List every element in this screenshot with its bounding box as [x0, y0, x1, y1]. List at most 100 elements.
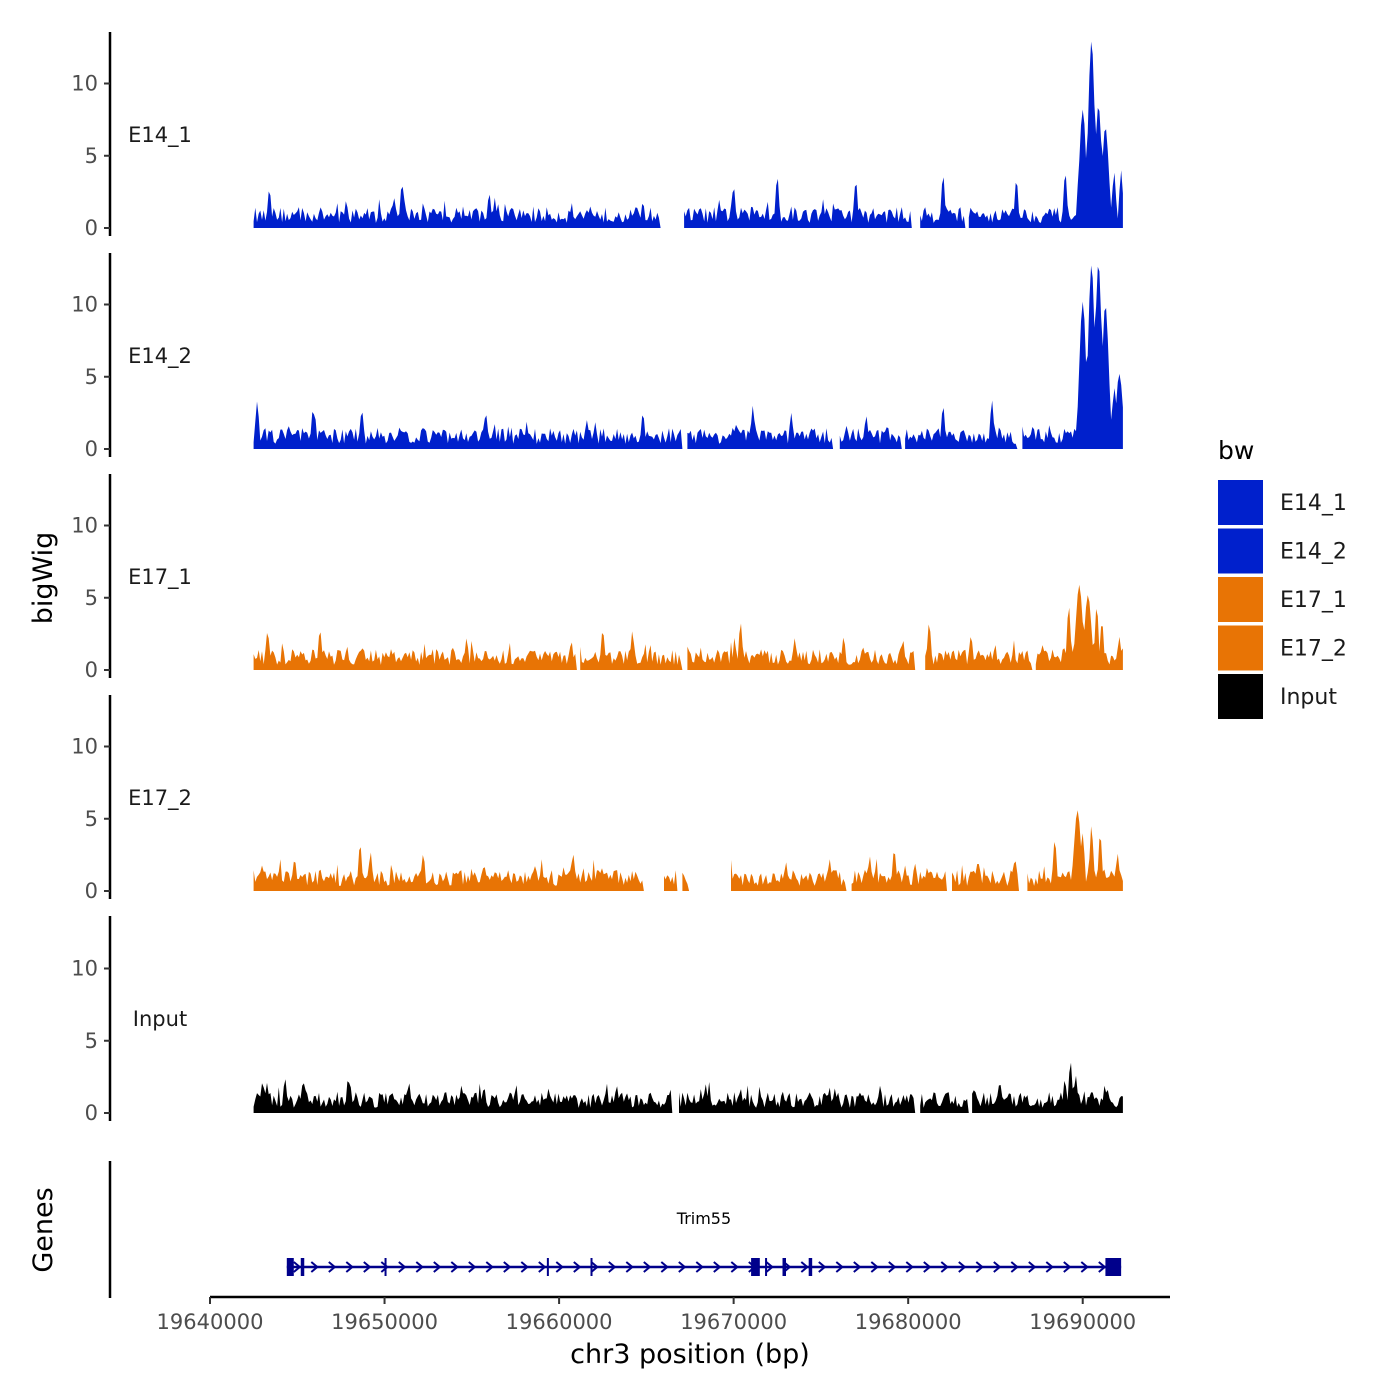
legend-entry-E14_1: E14_1	[1218, 480, 1347, 525]
x-tick-label: 19670000	[680, 1310, 787, 1334]
track-label: E17_2	[128, 786, 192, 811]
strand-arrow	[643, 1261, 652, 1273]
strand-arrow	[1010, 1261, 1019, 1273]
legend-label: Input	[1280, 685, 1337, 710]
exon	[751, 1258, 760, 1276]
y-tick-label: 0	[85, 658, 98, 682]
strand-arrow	[363, 1261, 372, 1273]
strand-arrow	[485, 1261, 494, 1273]
track-label: E14_2	[128, 344, 192, 369]
y-tick-label: 5	[85, 1029, 98, 1053]
coverage-area-E14_2	[253, 265, 1123, 449]
y-tick-label: 5	[85, 586, 98, 610]
y-tick-label: 10	[71, 735, 98, 759]
track-label: E17_1	[128, 565, 192, 590]
y-tick-label: 5	[85, 144, 98, 168]
coverage-area-E17_2	[253, 810, 1123, 891]
strand-arrow	[695, 1261, 704, 1273]
legend: bw E14_1 E14_2 E17_1 E17_2 Input	[1218, 436, 1347, 719]
strand-arrow	[608, 1261, 617, 1273]
legend-label: E17_2	[1280, 637, 1347, 662]
strand-arrow	[520, 1261, 529, 1273]
y-tick-label: 0	[85, 437, 98, 461]
track-Input: 0 5 10 Input	[71, 916, 1123, 1125]
x-tick-label: 19660000	[506, 1310, 613, 1334]
track-label: E14_1	[128, 123, 192, 148]
y-tick-label: 0	[85, 216, 98, 240]
strand-arrow	[415, 1261, 424, 1273]
y-tick-label: 0	[85, 1101, 98, 1125]
strand-arrow	[835, 1261, 844, 1273]
exon	[782, 1258, 786, 1276]
strand-arrow	[730, 1261, 739, 1273]
strand-arrow	[993, 1261, 1002, 1273]
strand-arrow	[940, 1261, 949, 1273]
strand-arrow	[328, 1261, 337, 1273]
strand-arrow	[380, 1261, 389, 1273]
strand-arrow	[870, 1261, 879, 1273]
x-tick-label: 19690000	[1029, 1310, 1136, 1334]
strand-arrow	[345, 1261, 354, 1273]
legend-entry-E14_2: E14_2	[1218, 528, 1347, 574]
strand-arrow	[800, 1261, 809, 1273]
y-tick-label: 10	[71, 72, 98, 96]
strand-arrow	[310, 1261, 319, 1273]
legend-label: E14_2	[1280, 540, 1347, 565]
strand-arrow	[398, 1261, 407, 1273]
strand-arrow	[573, 1261, 582, 1273]
legend-label: E17_1	[1280, 588, 1347, 613]
legend-swatch	[1218, 577, 1263, 622]
legend-entry-Input: Input	[1218, 674, 1337, 719]
exon	[546, 1258, 549, 1276]
legend-entry-E17_2: E17_2	[1218, 625, 1347, 671]
strand-arrow	[1080, 1261, 1089, 1273]
exon	[300, 1258, 305, 1276]
y-tick-label: 10	[71, 514, 98, 538]
x-tick-label: 19650000	[331, 1310, 438, 1334]
strand-arrow	[450, 1261, 459, 1273]
strand-arrow	[853, 1261, 862, 1273]
x-tick-label: 19640000	[157, 1310, 264, 1334]
strand-arrow	[538, 1261, 547, 1273]
coverage-tracks: 0 5 10 E14_1 0 5 10 E14_2 0 5 10 E17_1 0 5 10 E17_2 0 5 10…	[71, 32, 1123, 1125]
strand-arrow	[678, 1261, 687, 1273]
y-tick-label: 10	[71, 957, 98, 981]
legend-label: E14_1	[1280, 491, 1347, 516]
strand-arrow	[625, 1261, 634, 1273]
strand-arrow	[590, 1261, 599, 1273]
exon	[590, 1258, 593, 1276]
coverage-area-E17_1	[253, 584, 1123, 670]
legend-swatch	[1218, 625, 1263, 671]
exon	[384, 1258, 387, 1276]
y-tick-label: 0	[85, 879, 98, 903]
strand-arrow	[765, 1261, 774, 1273]
track-E17_1: 0 5 10 E17_1	[71, 474, 1123, 682]
strand-arrow	[555, 1261, 564, 1273]
strand-arrow	[1063, 1261, 1072, 1273]
strand-arrow	[1098, 1261, 1107, 1273]
exon	[765, 1258, 768, 1276]
y-tick-label: 5	[85, 365, 98, 389]
track-label: Input	[133, 1007, 187, 1031]
strand-arrow	[818, 1261, 827, 1273]
y-tick-label: 10	[71, 293, 98, 317]
coverage-area-Input	[253, 1062, 1123, 1113]
strand-arrow	[713, 1261, 722, 1273]
legend-title: bw	[1218, 436, 1254, 465]
genes-panel-title: Genes	[28, 1187, 59, 1272]
x-tick-label: 19680000	[855, 1310, 962, 1334]
x-axis-title: chr3 position (bp)	[570, 1339, 810, 1370]
legend-swatch	[1218, 674, 1263, 719]
legend-entry-E17_1: E17_1	[1218, 577, 1347, 622]
legend-swatch	[1218, 528, 1263, 574]
strand-arrow	[433, 1261, 442, 1273]
y-tick-label: 5	[85, 807, 98, 831]
strand-arrow	[293, 1261, 302, 1273]
genes-panel: Trim55	[108, 1161, 1122, 1298]
strand-arrow	[888, 1261, 897, 1273]
y-axis-title: bigWig	[28, 532, 59, 625]
exon	[286, 1258, 294, 1276]
strand-arrow	[1045, 1261, 1054, 1273]
exon	[1105, 1258, 1122, 1276]
